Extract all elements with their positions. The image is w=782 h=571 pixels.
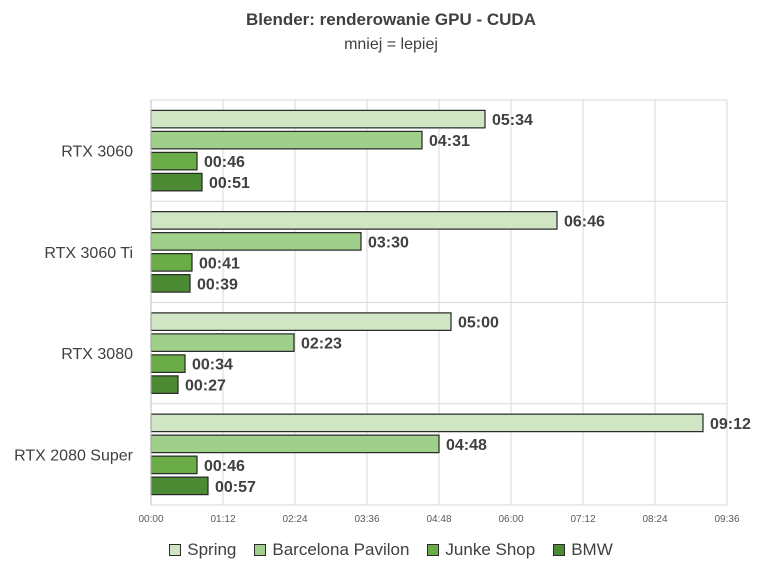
- bar: [150, 375, 179, 394]
- category-label: RTX 2080 Super: [14, 447, 134, 464]
- legend: Spring Barcelona Pavilon Junke Shop BMW: [0, 540, 782, 560]
- data-label: 04:48: [446, 437, 487, 454]
- legend-item: Barcelona Pavilon: [254, 540, 409, 560]
- x-tick-label: 00:00: [138, 514, 163, 525]
- labels-layer: 00:00 01:12 02:24 03:36 04:48 06:00 07:12 08:24…: [14, 112, 751, 525]
- legend-swatch: [427, 544, 440, 556]
- bar: [150, 232, 362, 251]
- legend-swatch: [254, 544, 267, 556]
- data-label: 00:46: [204, 154, 245, 171]
- legend-swatch: [553, 544, 566, 556]
- bar: [150, 253, 193, 272]
- data-label: 00:51: [209, 175, 250, 192]
- bar: [150, 109, 486, 129]
- legend-label: BMW: [571, 540, 613, 559]
- data-label: 09:12: [710, 416, 751, 433]
- bar: [150, 333, 295, 352]
- x-tick-label: 08:24: [642, 514, 667, 525]
- legend-swatch: [169, 544, 182, 556]
- legend-label: Spring: [187, 540, 237, 559]
- data-label: 02:23: [301, 336, 342, 353]
- data-label: 06:46: [564, 213, 605, 230]
- data-label: 05:00: [458, 315, 499, 332]
- x-tick-label: 06:00: [498, 514, 523, 525]
- category-label: RTX 3060: [61, 144, 133, 161]
- bar: [150, 151, 198, 171]
- x-tick-label: 01:12: [210, 514, 235, 525]
- bar: [150, 434, 440, 454]
- bar: [150, 455, 198, 475]
- legend-item: BMW: [553, 540, 613, 560]
- x-tick-label: 03:36: [354, 514, 379, 525]
- chart-title: Blender: renderowanie GPU - CUDA: [246, 10, 536, 29]
- x-tick-label: 07:12: [570, 514, 595, 525]
- category-label: RTX 3080: [61, 346, 133, 363]
- bar: [150, 172, 203, 192]
- legend-item: Junke Shop: [427, 540, 535, 560]
- bar: [150, 413, 704, 433]
- legend-label: Junke Shop: [445, 540, 536, 559]
- category-label: RTX 3060 Ti: [44, 245, 133, 262]
- data-label: 04:31: [429, 133, 470, 150]
- data-label: 00:39: [197, 276, 238, 293]
- data-label: 00:57: [215, 479, 256, 496]
- x-tick-label: 04:48: [426, 514, 451, 525]
- bar-chart: 00:00 01:12 02:24 03:36 04:48 06:00 07:12 08:24…: [14, 99, 751, 525]
- data-label: 00:34: [192, 357, 233, 374]
- data-label: 03:30: [368, 234, 409, 251]
- bar: [150, 274, 191, 293]
- chart-subtitle: mniej = lepiej: [344, 36, 438, 53]
- data-label: 00:41: [199, 255, 240, 272]
- data-label: 05:34: [492, 112, 533, 129]
- data-label: 00:46: [204, 458, 245, 475]
- data-label: 00:27: [185, 378, 226, 395]
- bar: [150, 211, 558, 230]
- legend-label: Barcelona Pavilon: [272, 540, 410, 559]
- bar: [150, 312, 452, 331]
- bars-layer: [150, 100, 704, 505]
- x-tick-label: 02:24: [282, 514, 307, 525]
- bar: [150, 354, 186, 373]
- bar: [150, 130, 423, 150]
- legend-item: Spring: [169, 540, 236, 560]
- x-tick-label: 09:36: [714, 514, 739, 525]
- bar: [150, 476, 209, 496]
